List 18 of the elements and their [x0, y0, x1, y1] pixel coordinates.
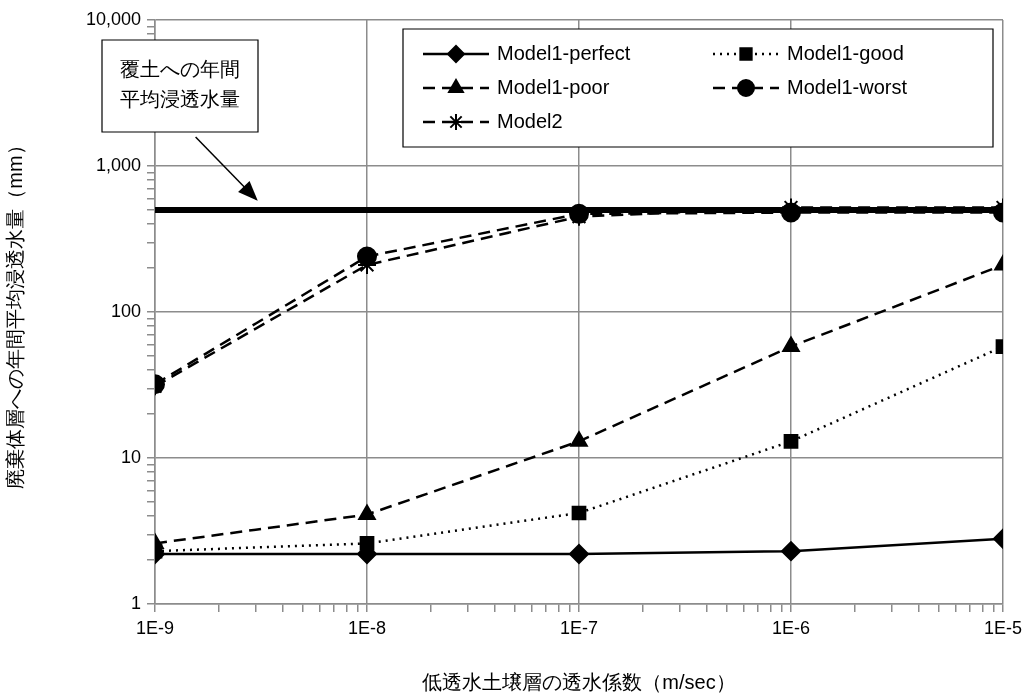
x-tick-label: 1E-7: [559, 617, 599, 638]
x-tick-label: 1E-9: [135, 617, 175, 638]
y-tick-label: 10,000: [85, 8, 141, 29]
legend-label: Model2: [497, 109, 563, 132]
x-tick-label: 1E-6: [771, 617, 811, 638]
legend-label: Model1-poor: [497, 75, 610, 98]
x-tick-label: 1E-5: [983, 617, 1023, 638]
y-tick-label: 1,000: [95, 154, 141, 175]
legend-label: Model1-good: [787, 41, 904, 64]
x-axis-title: 低透水土壌層の透水係数（m/sec）: [422, 670, 736, 693]
x-tick-label: 1E-8: [347, 617, 387, 638]
y-tick-label: 1: [130, 592, 141, 613]
legend-label: Model1-perfect: [497, 41, 631, 64]
y-tick-label: 10: [120, 446, 141, 467]
annotation: 覆土への年間平均浸透水量: [120, 57, 240, 110]
legend-label: Model1-worst: [787, 75, 908, 98]
y-tick-label: 100: [110, 300, 141, 321]
y-axis-title: 廃棄体層への年間平均浸透水量（mm）: [3, 135, 26, 489]
